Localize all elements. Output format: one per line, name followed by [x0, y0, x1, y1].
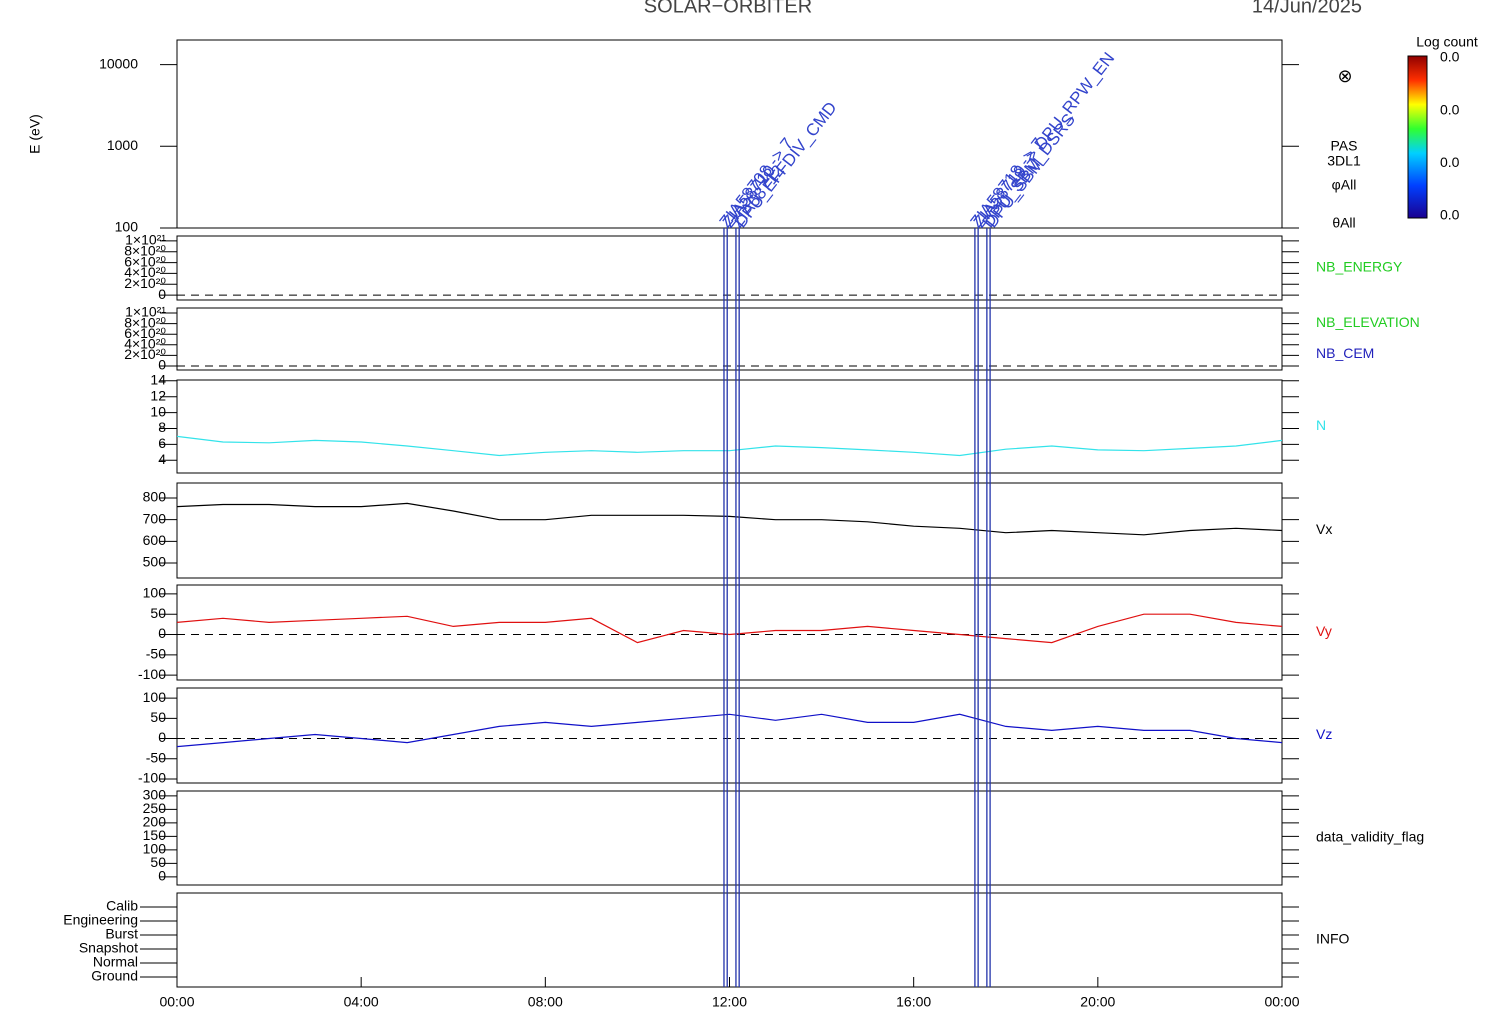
y-tick-label: 2×10²⁰ — [124, 275, 166, 291]
y-tick-label: 1000 — [107, 137, 138, 153]
category-label: Engineering — [63, 912, 138, 928]
x-tick-label: 04:00 — [344, 994, 379, 1010]
y-tick-label: 200 — [143, 814, 167, 830]
colorbar-tick-label: 0.0 — [1440, 207, 1460, 223]
y-tick-label: 150 — [143, 827, 167, 843]
x-tick-label: 20:00 — [1080, 994, 1115, 1010]
y-tick-label: 600 — [143, 532, 167, 548]
side-label: INFO — [1316, 931, 1350, 947]
category-label: Burst — [105, 926, 138, 942]
category-label: Ground — [91, 968, 138, 984]
x-tick-label: 16:00 — [896, 994, 931, 1010]
panel-frame — [176, 482, 1283, 579]
y-tick-label: -100 — [138, 666, 166, 682]
panel-frame — [176, 379, 1283, 474]
category-label: Snapshot — [79, 940, 138, 956]
x-tick-label: 00:00 — [1264, 994, 1299, 1010]
y-tick-label: 1×10²¹ — [125, 232, 166, 248]
y-tick-label: 100 — [143, 585, 167, 601]
y-tick-label: -50 — [146, 646, 166, 662]
y-tick-label: 50 — [150, 854, 166, 870]
series-line — [176, 613, 1283, 644]
event-label: DPU_EFFDIV_CMD — [731, 98, 841, 231]
chart-title: SOLAR−ORBITER — [644, 0, 812, 17]
y-tick-label: 8×10²⁰ — [124, 314, 166, 330]
y-tick-label: 6×10²⁰ — [124, 325, 166, 341]
series-label: Vz — [1316, 726, 1332, 742]
y-tick-label: 8×10²⁰ — [124, 242, 166, 258]
colorbar-tick-label: 0.0 — [1440, 49, 1460, 65]
y-tick-label: 100 — [143, 689, 167, 705]
panel-frame — [176, 39, 1283, 229]
y-tick-label: 0 — [158, 625, 166, 641]
y-tick-label: 0 — [158, 357, 166, 373]
y-tick-label: 800 — [143, 489, 167, 505]
y-tick-label: 700 — [143, 510, 167, 526]
side-label: NB_ELEVATION — [1316, 314, 1420, 330]
y-tick-label: 4×10²⁰ — [124, 336, 166, 352]
x-tick-label: 12:00 — [712, 994, 747, 1010]
panel-frame — [176, 584, 1283, 681]
series-label: Vx — [1316, 521, 1332, 537]
panel-frame — [176, 307, 1283, 371]
side-label: 3DL1 — [1327, 153, 1361, 169]
side-label: θAll — [1332, 215, 1355, 231]
x-tick-label: 08:00 — [528, 994, 563, 1010]
side-label: NB_ENERGY — [1316, 259, 1403, 275]
date: 14/Jun/2025 — [1252, 0, 1362, 17]
y-tick-label: 300 — [143, 787, 167, 803]
y-tick-label: 2×10²⁰ — [124, 346, 166, 362]
y-tick-label: 250 — [143, 800, 167, 816]
y-tick-label: 0 — [158, 729, 166, 745]
y-tick-label: 0 — [158, 286, 166, 302]
colorbar-title: Log count — [1416, 34, 1478, 50]
y-tick-label: 6×10²⁰ — [124, 253, 166, 269]
y-tick-label: 10000 — [99, 55, 138, 71]
side-label: NB_CEM — [1316, 345, 1374, 361]
colorbar — [1407, 55, 1428, 219]
y-tick-label: 8 — [158, 419, 166, 435]
y-tick-label: -50 — [146, 749, 166, 765]
y-tick-label: 50 — [150, 709, 166, 725]
y-tick-label: 10 — [150, 403, 166, 419]
colorbar-tick-label: 0.0 — [1440, 154, 1460, 170]
panel-frame — [176, 235, 1283, 301]
series-line — [176, 435, 1283, 457]
y-tick-label: 4×10²⁰ — [124, 264, 166, 280]
y-tick-label: 14 — [150, 371, 166, 387]
series-line — [176, 502, 1283, 536]
side-label: φAll — [1332, 177, 1357, 193]
y-tick-label: 1×10²¹ — [125, 304, 166, 320]
y-tick-label: 12 — [150, 387, 166, 403]
panel-frame — [176, 892, 1283, 988]
panel-frame — [176, 687, 1283, 784]
series-label: N — [1316, 417, 1326, 433]
symbol: ⊗ — [1337, 66, 1352, 86]
x-tick-label: 00:00 — [159, 994, 194, 1010]
y-tick-label: 0 — [158, 868, 166, 884]
y-tick-label: -100 — [138, 770, 166, 786]
y-tick-label: 100 — [143, 841, 167, 857]
series-line — [176, 713, 1283, 748]
side-label: data_validity_flag — [1316, 829, 1424, 845]
colorbar-tick-label: 0.0 — [1440, 101, 1460, 117]
y-tick-label: 50 — [150, 605, 166, 621]
panel-frame — [176, 790, 1283, 886]
y-axis-label: E (eV) — [27, 114, 43, 154]
category-label: Calib — [106, 898, 138, 914]
side-label: PAS — [1331, 138, 1358, 154]
y-tick-label: 100 — [115, 219, 139, 235]
y-tick-label: 500 — [143, 554, 167, 570]
y-tick-label: 4 — [158, 451, 166, 467]
category-label: Normal — [93, 954, 138, 970]
series-label: Vy — [1316, 623, 1332, 639]
y-tick-label: 6 — [158, 435, 166, 451]
